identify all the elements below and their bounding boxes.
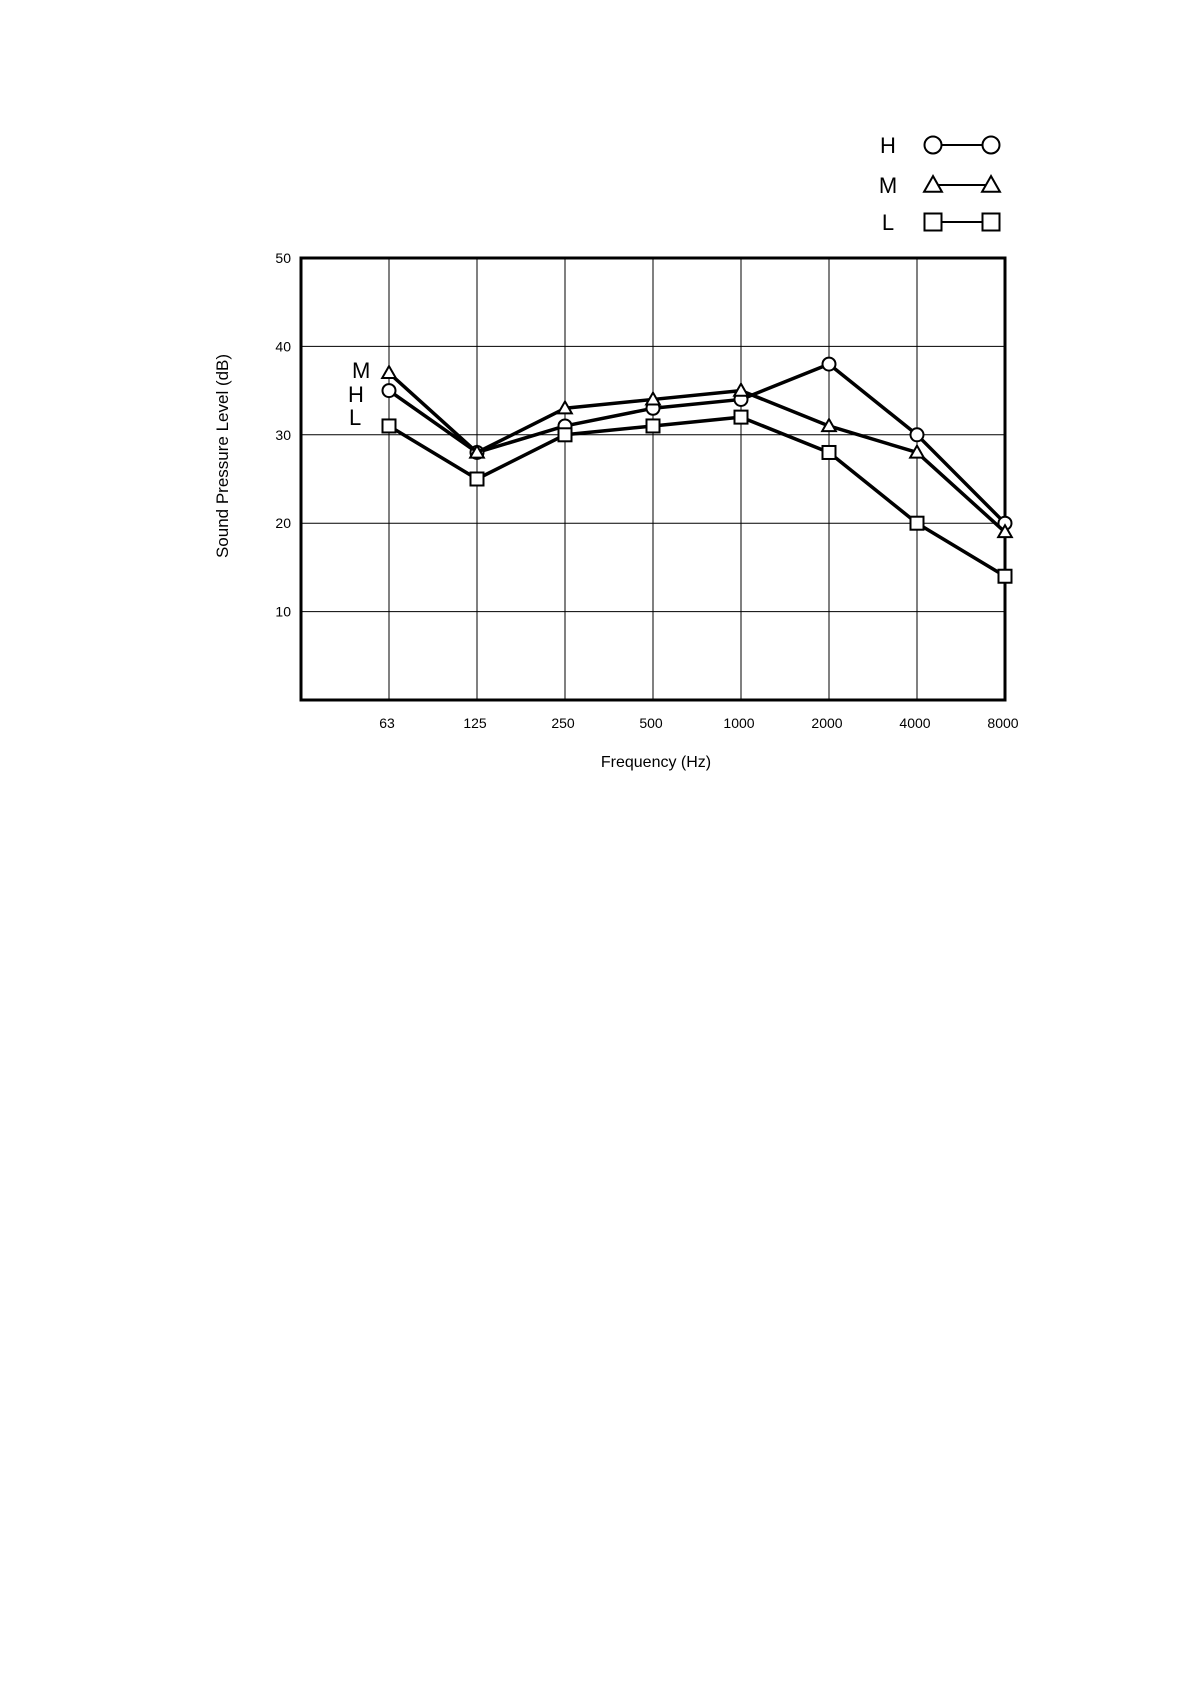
triangle-marker [820, 417, 838, 433]
x-tick-label: 125 [463, 715, 487, 731]
inline-series-label: H [348, 382, 364, 407]
square-marker [981, 212, 1001, 232]
triangle-marker [732, 381, 750, 397]
x-tick-label: 2000 [811, 715, 842, 731]
inline-series-label: L [349, 405, 361, 430]
circle-marker [981, 135, 1001, 155]
inline-series-label: M [352, 358, 370, 383]
circle-marker [909, 427, 925, 443]
square-marker [557, 427, 573, 443]
triangle-marker [908, 443, 926, 459]
legend: HML [879, 133, 1002, 235]
y-tick-label: 30 [275, 427, 291, 443]
x-tick-label: 500 [639, 715, 663, 731]
square-marker [733, 409, 749, 425]
circle-marker [923, 135, 943, 155]
series-L [381, 409, 1013, 584]
y-tick-label: 40 [275, 338, 291, 354]
x-tick-label: 63 [379, 715, 395, 731]
y-tick-label: 50 [275, 250, 291, 266]
plot-frame [299, 256, 1007, 702]
triangle-marker [380, 364, 398, 380]
y-tick-label: 20 [275, 515, 291, 531]
legend-label: M [879, 173, 897, 198]
square-marker [821, 444, 837, 460]
y-tick-labels: 10 20 30 40 50 [275, 250, 291, 620]
triangle-marker [996, 523, 1014, 539]
triangle-marker [468, 443, 486, 459]
triangle-marker [644, 390, 662, 406]
square-marker [645, 418, 661, 434]
triangle-marker [922, 174, 944, 193]
square-marker [909, 515, 925, 531]
triangle-marker [556, 399, 574, 415]
square-marker [997, 568, 1013, 584]
legend-label: H [880, 133, 896, 158]
y-tick-label: 10 [275, 604, 291, 620]
legend-item-L: L [882, 210, 1001, 235]
series-line [387, 362, 1007, 525]
x-tick-label: 4000 [899, 715, 930, 731]
x-axis-label: Frequency (Hz) [601, 754, 711, 771]
x-tick-labels: 63 125 250 500 1000 2000 4000 8000 [379, 715, 1019, 731]
square-marker [381, 418, 397, 434]
series-M [380, 364, 1014, 539]
series-layer [380, 356, 1014, 584]
grid [301, 258, 1005, 700]
legend-label: L [882, 210, 894, 235]
circle-marker [381, 383, 397, 399]
x-tick-label: 1000 [723, 715, 754, 731]
triangle-marker [980, 174, 1002, 193]
series-line [387, 371, 1007, 534]
x-tick-label: 8000 [987, 715, 1018, 731]
series-line [388, 415, 1006, 578]
square-marker [923, 212, 943, 232]
legend-item-M: M [879, 173, 1002, 198]
y-axis-label: Sound Pressure Level (dB) [213, 354, 232, 558]
inline-series-labels: MHL [348, 358, 370, 430]
square-marker [469, 471, 485, 487]
legend-item-H: H [880, 133, 1001, 158]
x-tick-label: 250 [551, 715, 575, 731]
circle-marker [821, 356, 837, 372]
